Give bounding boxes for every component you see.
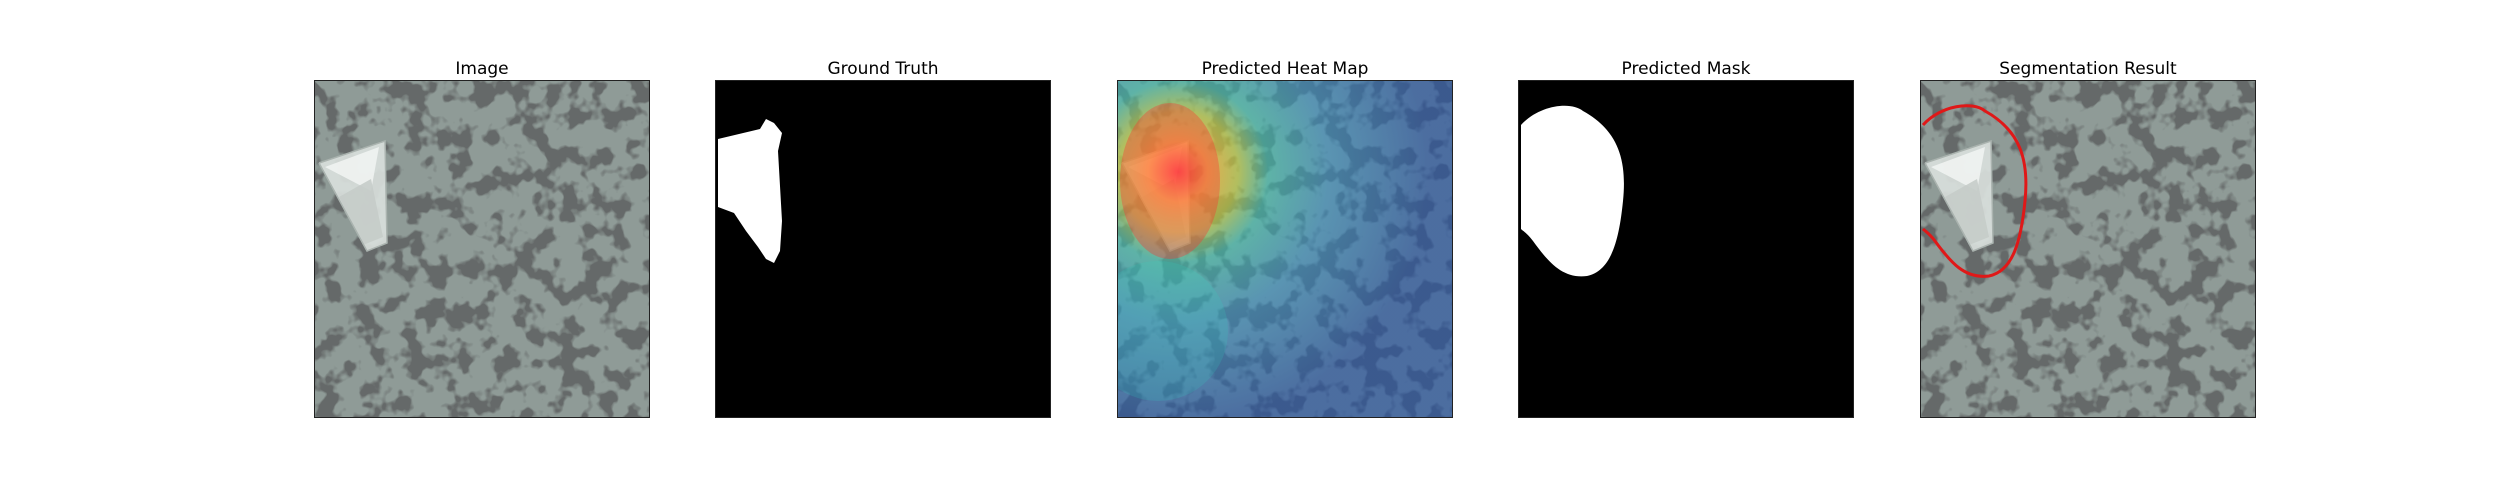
predicted-mask (1519, 81, 1853, 417)
panel-segmentation-result: Segmentation Result (1920, 58, 2256, 418)
ground-truth-region (718, 119, 782, 263)
texture-image (315, 81, 649, 417)
panel-image: Image (314, 58, 650, 418)
heat-map-image (1118, 81, 1452, 417)
image-canvas (314, 80, 650, 418)
panel-predicted-mask: Predicted Mask (1518, 58, 1854, 418)
predicted-mask-canvas (1518, 80, 1854, 418)
panel-title: Image (455, 59, 509, 79)
predicted-mask-region (1521, 105, 1624, 277)
segmentation-contour (1921, 104, 2028, 278)
segmentation-image (1921, 81, 2255, 417)
ground-truth-canvas (715, 80, 1051, 418)
panel-ground-truth: Ground Truth (715, 58, 1051, 418)
panel-heat-map: Predicted Heat Map (1117, 58, 1453, 418)
panel-title: Segmentation Result (1999, 59, 2177, 79)
segmentation-canvas (1920, 80, 2256, 418)
panel-title: Predicted Heat Map (1201, 59, 1369, 79)
ground-truth-mask (716, 81, 1050, 417)
heat-map-canvas (1117, 80, 1453, 418)
panel-title: Ground Truth (827, 59, 939, 79)
panel-title: Predicted Mask (1621, 59, 1751, 79)
